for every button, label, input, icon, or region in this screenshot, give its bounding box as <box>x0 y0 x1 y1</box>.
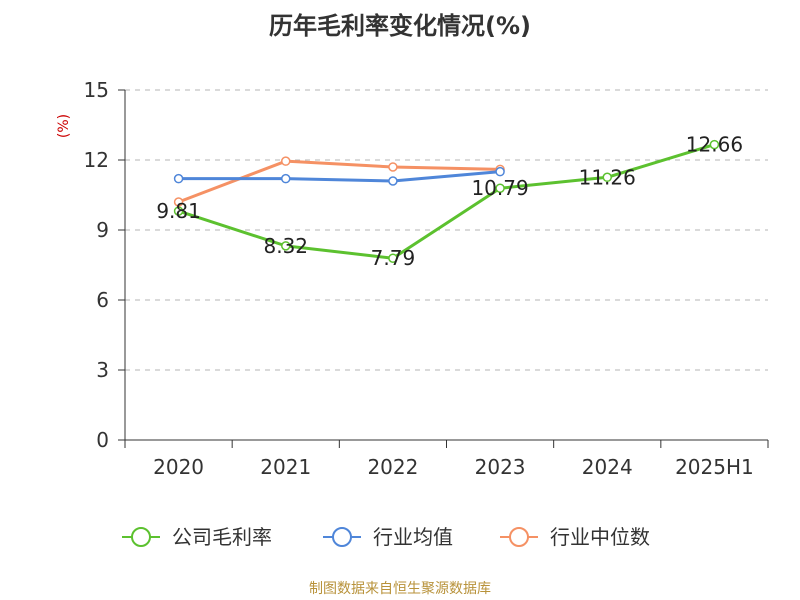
data-labels: 9.81 8.32 7.79 10.79 11.26 12.66 <box>156 133 743 271</box>
x-tick-label: 2025H1 <box>675 455 754 479</box>
data-point <box>388 176 398 186</box>
legend-marker-circle <box>131 527 151 547</box>
series-lines <box>173 139 720 263</box>
x-tick-label: 2021 <box>260 455 311 479</box>
legend-marker-circle <box>509 527 529 547</box>
data-point <box>495 166 505 177</box>
data-point <box>281 241 291 251</box>
data-label: 11.26 <box>579 165 636 189</box>
series-line <box>178 170 501 183</box>
legend-label: 行业中位数 <box>550 525 650 549</box>
x-tick-label: 2024 <box>582 455 633 479</box>
grid-lines <box>125 89 768 371</box>
y-tick-label: 9 <box>96 218 109 242</box>
data-label: 12.66 <box>686 133 743 157</box>
axes: 0 3 6 9 12 15 2020 2021 2022 2023 2024 2025H1 <box>84 78 769 479</box>
source-note: 制图数据来自恒生聚源数据库 <box>309 581 491 597</box>
data-point <box>388 162 398 172</box>
x-tick-label: 2023 <box>475 455 526 479</box>
y-tick-label: 6 <box>96 288 109 312</box>
data-label: 7.79 <box>371 246 416 270</box>
legend-marker-circle <box>332 527 352 547</box>
data-point <box>388 253 398 263</box>
data-point <box>173 206 184 216</box>
data-point <box>281 173 291 184</box>
y-tick-label: 3 <box>96 358 109 382</box>
data-label: 8.32 <box>263 234 308 258</box>
data-label: 9.81 <box>156 199 201 223</box>
data-point <box>602 172 612 183</box>
x-tick-label: 2020 <box>153 455 204 479</box>
data-point <box>709 139 720 150</box>
legend: 公司毛利率 行业均值 行业中位数 <box>122 525 650 549</box>
x-tick-label: 2022 <box>367 455 418 479</box>
data-point <box>281 156 291 166</box>
y-tick-label: 0 <box>96 428 109 452</box>
legend-label: 行业均值 <box>373 525 453 549</box>
data-point <box>495 183 505 193</box>
y-axis-unit-label: (%) <box>56 114 72 138</box>
chart-title: 历年毛利率变化情况(%) <box>269 12 531 40</box>
data-label: 10.79 <box>471 176 528 200</box>
data-point <box>173 197 184 207</box>
y-tick-label: 15 <box>84 78 109 102</box>
data-point <box>173 173 184 184</box>
y-tick-label: 12 <box>84 148 109 172</box>
series-line <box>178 143 715 260</box>
series-line <box>178 159 501 204</box>
legend-label: 公司毛利率 <box>172 525 272 549</box>
